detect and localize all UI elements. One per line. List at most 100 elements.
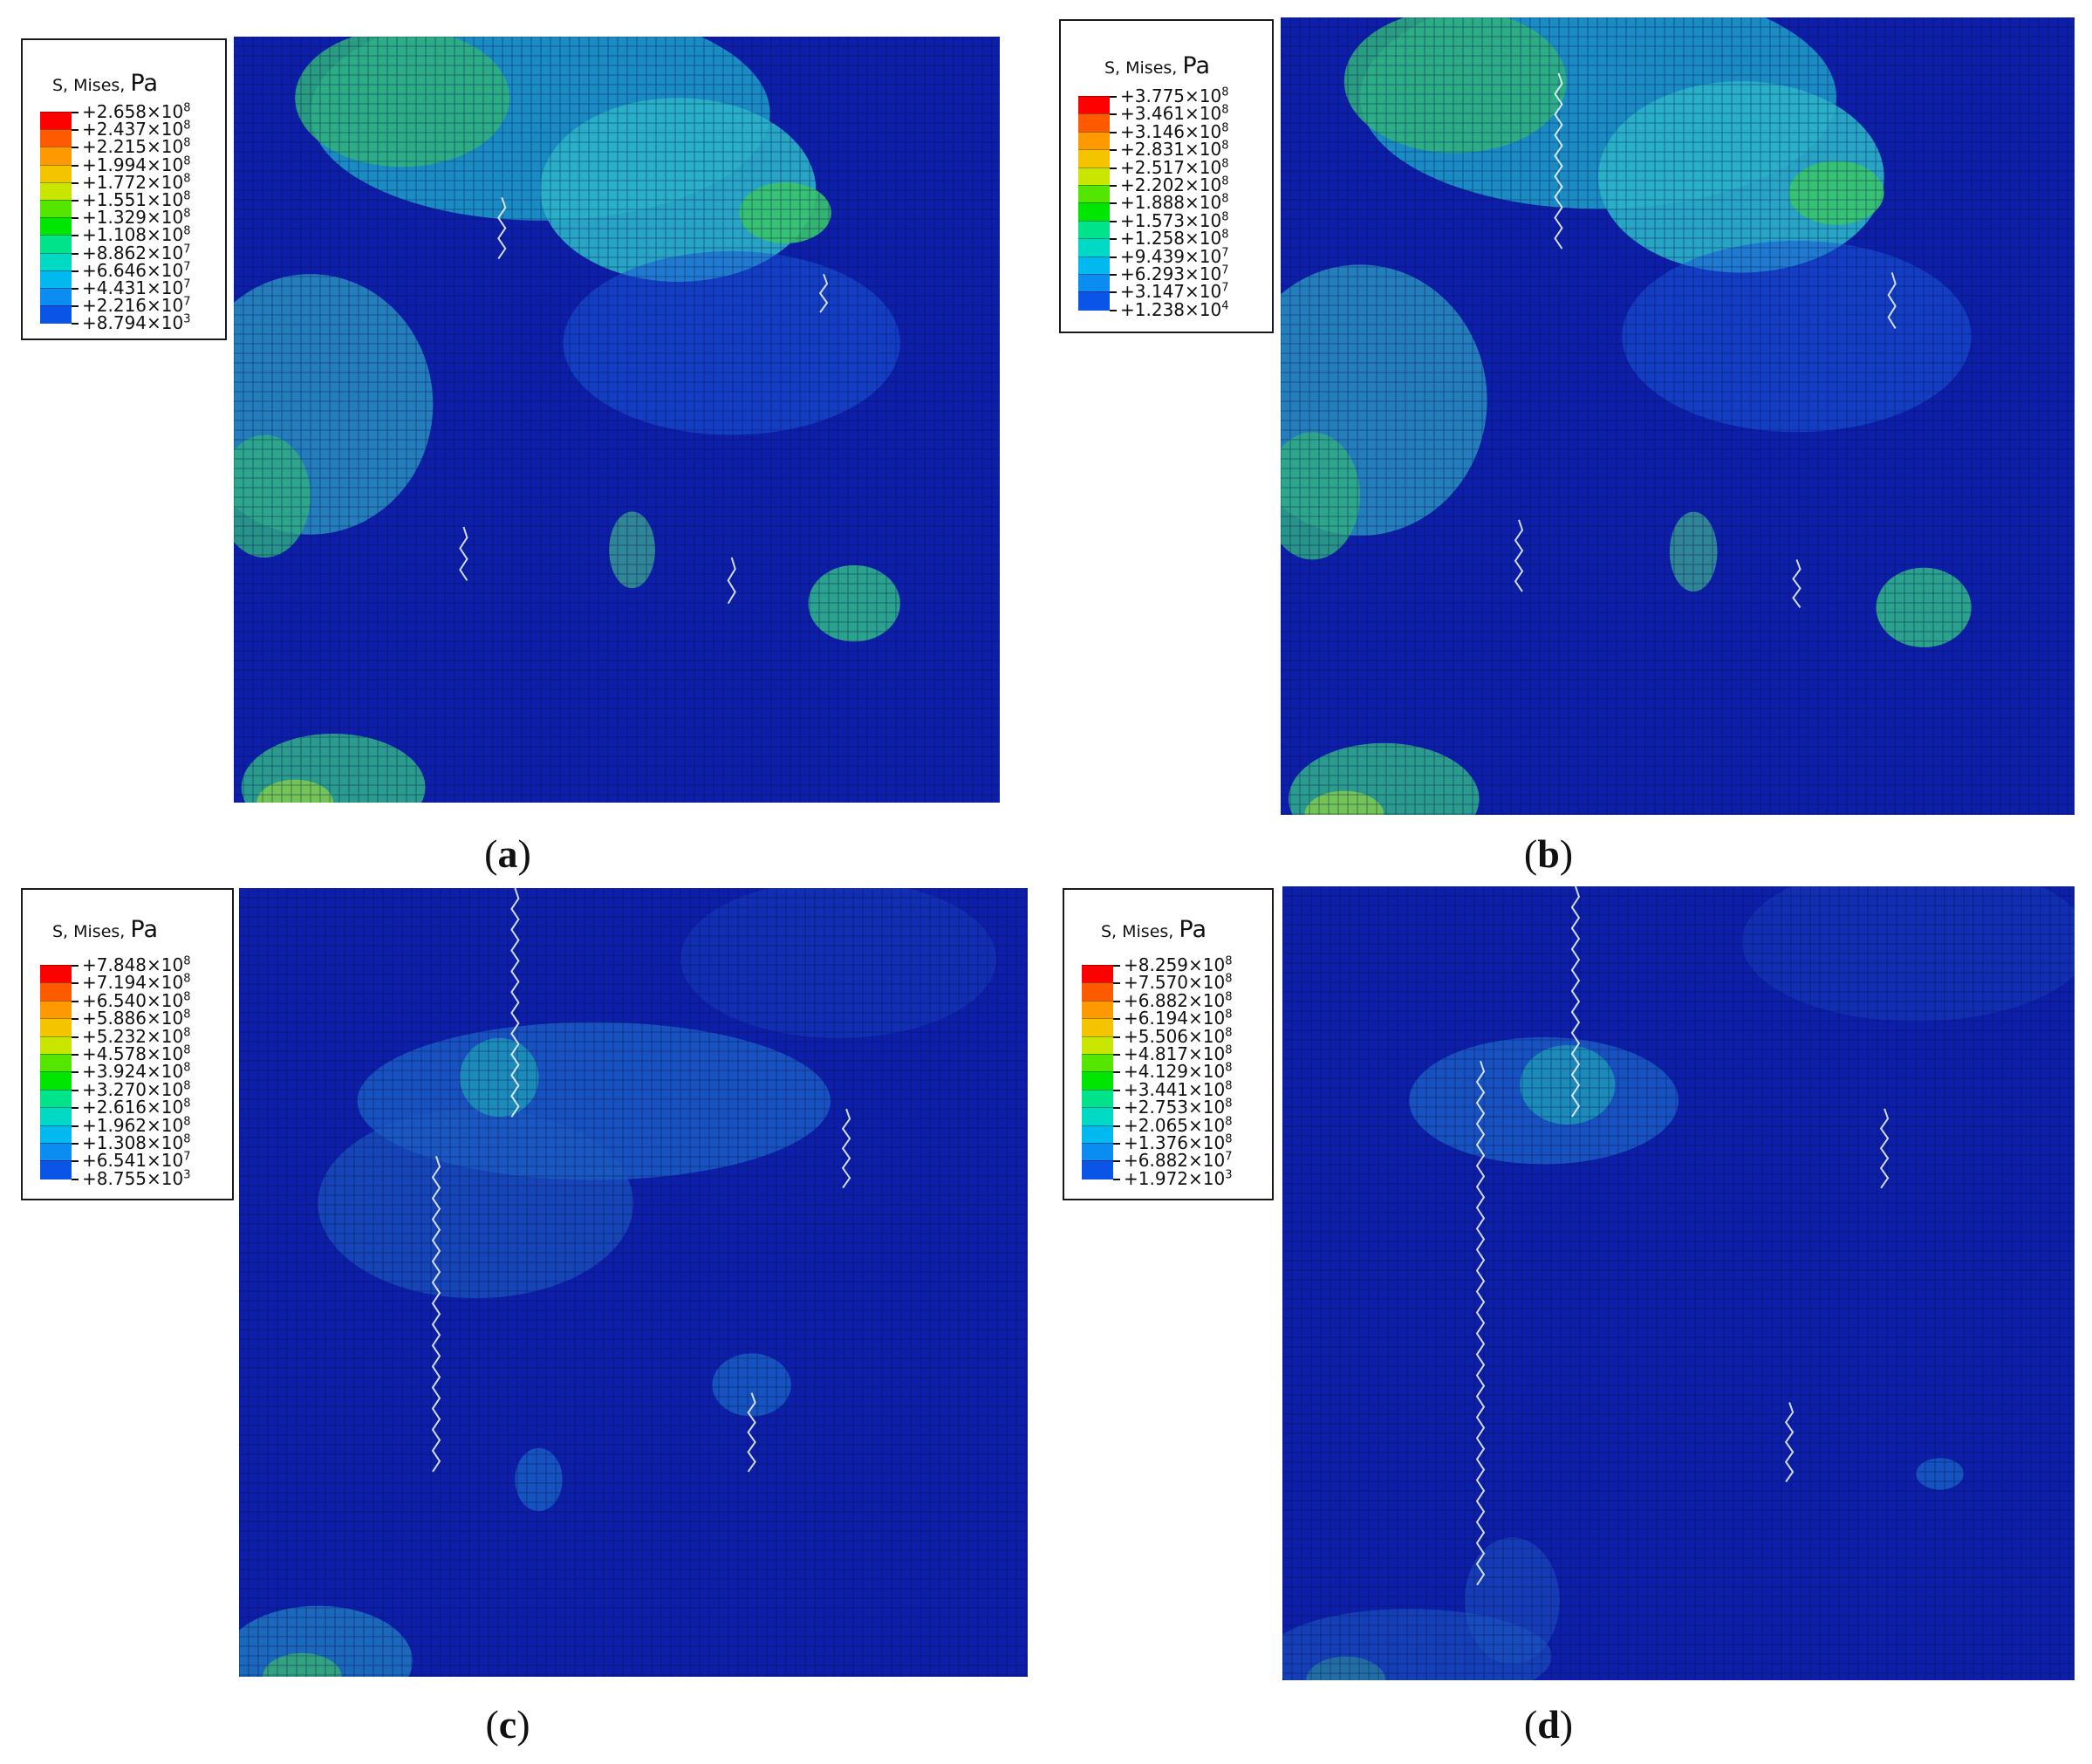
tick-exponent: 7 bbox=[183, 242, 191, 256]
panel-b: S, Mises, Pa +3.775×108 +3.461×108 +3.146×… bbox=[0, 0, 2075, 882]
tick-exponent: 8 bbox=[183, 1079, 191, 1093]
colorbar-swatch bbox=[40, 1125, 72, 1144]
colorbar-tick bbox=[1113, 1143, 1120, 1145]
tick-mantissa: +5.506 bbox=[1124, 1025, 1189, 1047]
legend-title: S, Mises, Pa bbox=[52, 70, 158, 97]
colorbar-tick bbox=[1113, 1000, 1120, 1002]
tick-exponent: 8 bbox=[183, 1025, 191, 1039]
colorbar-tick bbox=[72, 965, 79, 967]
colorbar-swatch bbox=[1082, 1071, 1113, 1091]
colorbar-tick bbox=[1113, 1089, 1120, 1091]
tick-times: ×10 bbox=[1185, 103, 1222, 125]
colorbar-swatch bbox=[1082, 1107, 1113, 1126]
mesh-svg bbox=[234, 37, 1000, 803]
tick-times: ×10 bbox=[1185, 263, 1222, 284]
stress-region bbox=[515, 1447, 563, 1512]
colorbar-tick-label: +3.441×108 bbox=[1124, 1080, 1233, 1098]
tick-exponent: 7 bbox=[183, 1150, 191, 1164]
colorbar-tick-label: +1.573×108 bbox=[1120, 211, 1229, 229]
crack-trace bbox=[747, 1392, 756, 1473]
colorbar-tick bbox=[72, 1107, 79, 1110]
colorbar-tick-label: +1.238×104 bbox=[1120, 298, 1229, 320]
colorbar-tick bbox=[72, 1036, 79, 1038]
colorbar-swatch bbox=[40, 129, 72, 148]
legend-title: S, Mises, Pa bbox=[1104, 52, 1210, 79]
colorbar-tick bbox=[1110, 96, 1117, 98]
tick-mantissa: +7.848 bbox=[82, 954, 147, 975]
tick-mantissa: +1.994 bbox=[82, 154, 147, 175]
colorbar-tick bbox=[1110, 238, 1117, 241]
colorbar-swatch bbox=[1078, 131, 1110, 151]
colorbar-tick-label: +4.578×108 bbox=[82, 1044, 191, 1063]
colorbar-tick-label: +2.065×108 bbox=[1124, 1114, 1233, 1134]
tick-exponent: 8 bbox=[183, 1061, 191, 1075]
colorbar-tick-label: +4.129×108 bbox=[1124, 1063, 1233, 1081]
colorbar-tick-label: +6.194×108 bbox=[1124, 1009, 1233, 1028]
colorbar-tick-label: +2.216×107 bbox=[82, 297, 191, 315]
colorbar-tick-label: +1.329×108 bbox=[82, 207, 191, 227]
colorbar-swatch bbox=[40, 235, 72, 254]
colorbar-swatch bbox=[40, 1054, 72, 1073]
tick-exponent: 3 bbox=[183, 312, 191, 326]
colorbar-swatch bbox=[1078, 202, 1110, 222]
tick-times: ×10 bbox=[147, 1061, 184, 1083]
stress-region bbox=[1788, 161, 1884, 225]
colorbar-swatch bbox=[1082, 1089, 1113, 1109]
crack-trace bbox=[727, 557, 736, 605]
crack-trace bbox=[497, 197, 507, 260]
colorbar-tick-label: +5.232×108 bbox=[82, 1025, 191, 1045]
tick-exponent: 8 bbox=[1225, 1114, 1233, 1128]
colorbar-swatch bbox=[40, 1036, 72, 1055]
colorbar-tick bbox=[72, 112, 79, 113]
tick-exponent: 8 bbox=[183, 207, 191, 221]
colorbar-tick bbox=[1110, 113, 1117, 116]
legend-title-unit: Pa bbox=[1179, 916, 1207, 943]
legend-title-prefix: S, Mises, bbox=[1104, 58, 1183, 78]
tick-mantissa: +2.517 bbox=[1120, 156, 1186, 178]
colorbar-swatch bbox=[1078, 149, 1110, 168]
colorbar-tick-label: +4.817×108 bbox=[1124, 1043, 1233, 1063]
colorbar-tick bbox=[1113, 982, 1120, 985]
tick-times: ×10 bbox=[1185, 298, 1222, 320]
tick-times: ×10 bbox=[1188, 954, 1226, 975]
colorbar-tick bbox=[72, 200, 79, 202]
tick-exponent: 8 bbox=[183, 1008, 191, 1022]
colorbar-tick bbox=[72, 270, 79, 272]
colorbar-tick bbox=[72, 235, 79, 237]
tick-times: ×10 bbox=[1185, 245, 1222, 267]
tick-exponent: 7 bbox=[1221, 281, 1229, 295]
tick-mantissa: +8.755 bbox=[82, 1167, 147, 1189]
tick-times: ×10 bbox=[147, 154, 184, 175]
tick-mantissa: +1.888 bbox=[1120, 192, 1186, 214]
colorbar-tick bbox=[1110, 202, 1117, 205]
colorbar-tick bbox=[1110, 309, 1117, 311]
colorbar-tick bbox=[72, 982, 79, 985]
stress-region bbox=[609, 511, 655, 589]
tick-exponent: 8 bbox=[1225, 1043, 1233, 1057]
crack-trace bbox=[459, 526, 468, 581]
colorbar-tick bbox=[1113, 1036, 1120, 1038]
caption-close: ) bbox=[1559, 1702, 1574, 1747]
tick-times: ×10 bbox=[147, 101, 184, 122]
crack-trace bbox=[1514, 519, 1524, 592]
tick-mantissa: +6.646 bbox=[82, 259, 147, 281]
colorbar-swatch bbox=[40, 1143, 72, 1162]
colorbar-tick bbox=[1113, 1018, 1120, 1021]
crack-trace bbox=[1554, 72, 1563, 250]
tick-times: ×10 bbox=[147, 242, 184, 263]
colorbar-swatch bbox=[1082, 1036, 1113, 1055]
colorbar-swatch bbox=[40, 147, 72, 166]
tick-times: ×10 bbox=[147, 259, 184, 281]
colorbar-tick-label: +1.994×108 bbox=[82, 154, 191, 175]
tick-exponent: 7 bbox=[1221, 245, 1229, 259]
tick-exponent: 7 bbox=[183, 277, 191, 291]
colorbar-tick-label: +1.308×108 bbox=[82, 1133, 191, 1152]
stress-region bbox=[263, 1652, 342, 1677]
colorbar-tick-label: +1.962×108 bbox=[82, 1116, 191, 1134]
stress-region bbox=[1622, 240, 1972, 433]
colorbar-swatch bbox=[1082, 1160, 1113, 1179]
colorbar-tick-label: +1.108×108 bbox=[82, 226, 191, 244]
colorbar-tick bbox=[72, 1071, 79, 1074]
panel-caption: (d) bbox=[1524, 1701, 1573, 1747]
